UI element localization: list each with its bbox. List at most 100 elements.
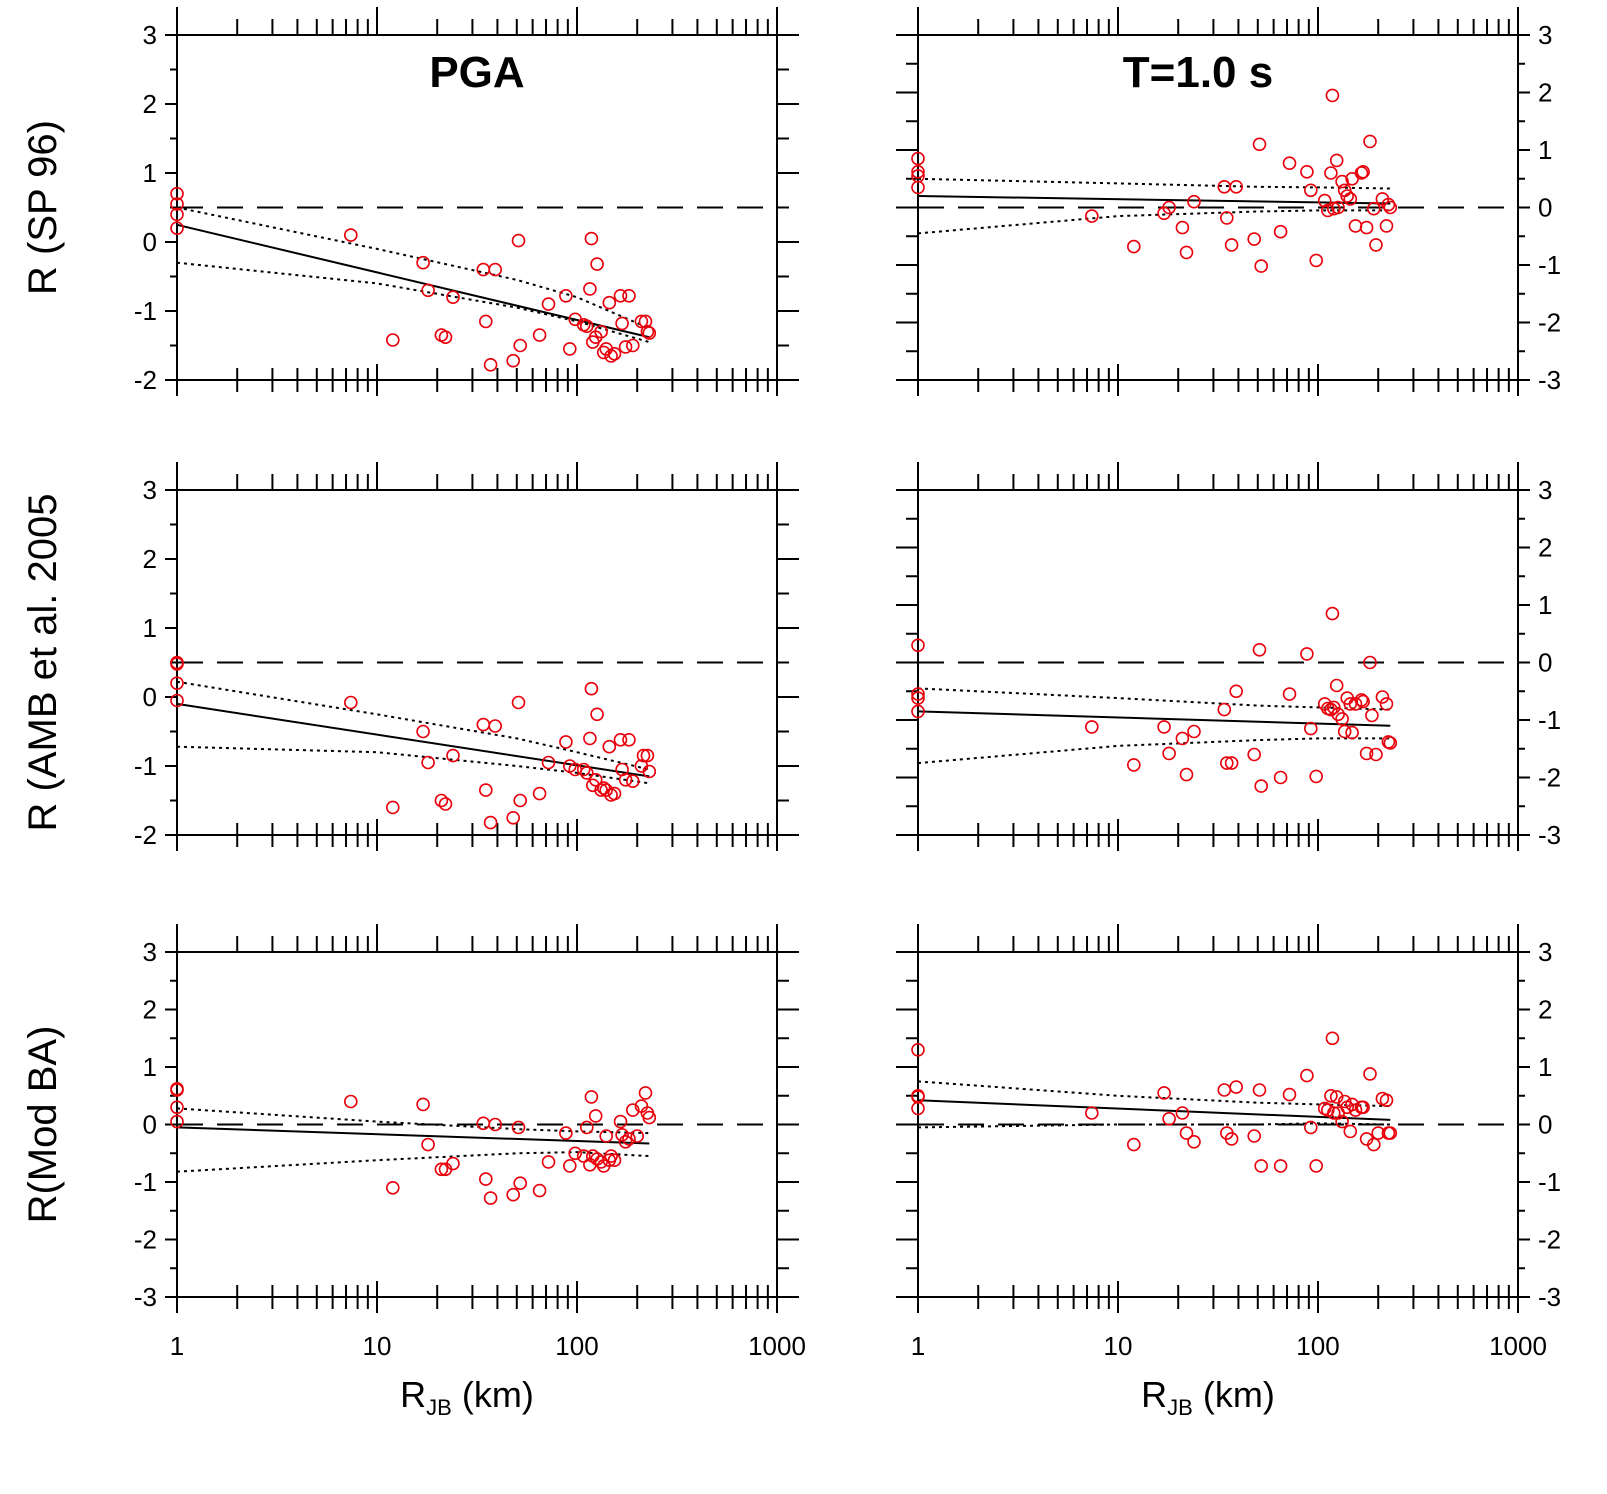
- data-point: [1282, 1087, 1297, 1102]
- data-point: [1127, 1137, 1141, 1152]
- data-point: [446, 1156, 460, 1171]
- panel-sp96-t1: 3 2 1 0 -1 -2 -3 T=1.0 s: [896, 7, 1561, 396]
- data-point: [1317, 193, 1332, 208]
- data-point: [642, 326, 657, 340]
- upper-confidence-line: [176, 1107, 650, 1135]
- y-tick-label: 1: [143, 158, 157, 188]
- data-point: [638, 1086, 653, 1100]
- data-point: [1273, 770, 1288, 785]
- data-point: [1247, 1129, 1261, 1143]
- data-point: [1309, 253, 1323, 268]
- data-point: [170, 657, 184, 671]
- data-point: [532, 786, 547, 801]
- data-point: [562, 342, 577, 356]
- data-point: [622, 732, 636, 747]
- data-point: [478, 1172, 493, 1186]
- data-point: [446, 290, 460, 305]
- data-point: [1179, 245, 1194, 260]
- data-point: [1381, 197, 1396, 212]
- data-point: [170, 1083, 184, 1097]
- data-point: [1224, 238, 1239, 252]
- x-axis-label-unit: (km): [452, 1374, 534, 1415]
- y-tick-label: -2: [134, 365, 157, 395]
- data-point: [911, 151, 925, 166]
- data-point: [588, 772, 603, 787]
- data-point: [642, 1110, 657, 1125]
- data-point: [590, 707, 604, 722]
- data-point: [1220, 211, 1234, 225]
- data-point: [1356, 694, 1370, 709]
- x-axis-label-subscript: JB: [1167, 1395, 1193, 1420]
- y-tick-label: -1: [134, 296, 157, 326]
- x-tick-label: 1000: [1489, 1331, 1547, 1361]
- y-tick-label: 2: [143, 89, 157, 119]
- data-point: [607, 786, 622, 801]
- data-point: [1282, 156, 1297, 170]
- data-point: [911, 704, 925, 719]
- data-point: [488, 719, 503, 733]
- data-point: [625, 774, 640, 789]
- data-point: [602, 739, 617, 754]
- data-point: [1327, 700, 1341, 715]
- data-point: [579, 319, 594, 334]
- data-point: [596, 345, 611, 360]
- data-point: [1252, 137, 1267, 152]
- data-point: [602, 295, 617, 310]
- lower-confidence-line: [176, 745, 650, 785]
- data-point: [1363, 655, 1377, 670]
- data-point: [483, 1191, 498, 1205]
- data-point: [607, 1153, 622, 1167]
- data-point: [1354, 166, 1369, 180]
- x-tick-label: 100: [555, 1331, 598, 1361]
- data-point: [1187, 724, 1201, 739]
- data-point: [559, 288, 573, 303]
- data-point: [1175, 1106, 1190, 1120]
- upper-confidence-line: [917, 1080, 1391, 1108]
- data-point: [588, 1109, 603, 1123]
- data-point: [1157, 1086, 1171, 1100]
- data-point: [1085, 1106, 1099, 1120]
- data-point: [1375, 690, 1390, 704]
- y-tick-label: 2: [143, 544, 157, 574]
- data-point: [488, 262, 503, 277]
- data-point: [1337, 724, 1352, 739]
- data-point: [506, 810, 521, 825]
- data-point: [625, 338, 640, 353]
- y-tick-label: 1: [143, 613, 157, 643]
- data-point: [1217, 1083, 1232, 1097]
- data-point: [1383, 736, 1398, 750]
- data-point: [622, 1132, 636, 1146]
- data-point: [562, 1159, 577, 1173]
- data-point: [584, 231, 599, 246]
- lower-confidence-line: [176, 261, 650, 344]
- regression-line: [176, 702, 650, 778]
- data-point: [1252, 1083, 1267, 1097]
- data-point: [513, 338, 528, 353]
- x-tick-label: 10: [363, 1331, 392, 1361]
- data-point: [911, 687, 925, 701]
- data-point: [483, 815, 498, 830]
- y-tick-label: 2: [143, 995, 157, 1025]
- data-point: [1085, 209, 1099, 223]
- y-tick-label: -1: [134, 751, 157, 781]
- data-point: [170, 207, 184, 222]
- data-point: [599, 783, 614, 797]
- data-point: [1162, 200, 1176, 215]
- data-point: [1369, 238, 1383, 252]
- data-point: [911, 180, 925, 195]
- data-point: [1343, 192, 1358, 206]
- y-tick-label: 0: [143, 682, 157, 712]
- data-point: [478, 783, 493, 797]
- data-point: [506, 1187, 521, 1202]
- data-point: [1300, 1068, 1314, 1083]
- data-point: [421, 755, 435, 770]
- data-point: [583, 731, 597, 746]
- data-point: [568, 1146, 583, 1161]
- data-point: [1309, 769, 1323, 784]
- data-point: [1300, 647, 1314, 661]
- data-point: [1304, 1120, 1318, 1135]
- data-point: [584, 681, 599, 696]
- data-point: [434, 1162, 449, 1177]
- panel-sp96-pga: 3 2 1 0 -1 -2 PGA R (SP 96): [21, 7, 799, 396]
